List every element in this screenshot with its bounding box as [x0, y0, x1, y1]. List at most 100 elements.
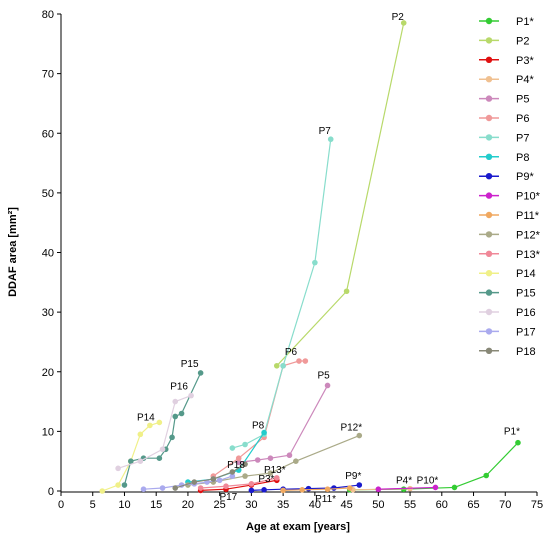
x-tick-label: 5: [90, 499, 96, 511]
data-point: [254, 457, 261, 463]
data-point: [356, 432, 363, 439]
data-point: [286, 452, 293, 459]
x-tick-label: 50: [372, 499, 384, 511]
series-P18: [172, 461, 248, 491]
data-point: [169, 434, 175, 441]
point-label: P5: [317, 370, 330, 381]
x-tick-label: 25: [214, 499, 226, 511]
data-point: [356, 482, 363, 488]
legend-swatch-marker: [485, 114, 493, 122]
legend: P1* P2 P3* P4* P5 P6 P7 P8 P9* P10* P11* P12* P13* P1…: [479, 16, 541, 358]
data-point: [346, 485, 353, 491]
point-label: P12*: [340, 423, 362, 434]
point-label: P7: [319, 126, 332, 137]
data-point: [451, 484, 458, 491]
data-point: [197, 485, 204, 491]
data-point: [178, 410, 185, 417]
x-tick-label: 75: [531, 499, 543, 511]
legend-entry: P9*: [479, 171, 534, 183]
data-point: [115, 465, 121, 472]
legend-label: P4*: [516, 74, 534, 86]
x-tick-label: 65: [467, 499, 479, 511]
data-point: [515, 439, 521, 446]
legend-label: P16: [516, 307, 536, 319]
legend-swatch-marker: [485, 347, 493, 354]
data-point: [331, 485, 337, 491]
series-P16: [115, 392, 194, 472]
point-label: P3*: [258, 474, 274, 485]
data-point: [280, 362, 286, 369]
point-label: P13*: [264, 465, 286, 476]
point-label: P8: [252, 421, 265, 432]
legend-swatch-marker: [485, 134, 493, 141]
data-point: [242, 473, 248, 479]
point-label: P18: [227, 460, 245, 471]
point-label: P4*: [396, 476, 412, 487]
point-label: P17: [219, 492, 237, 503]
x-tick-label: 45: [340, 499, 352, 511]
series-line: [232, 139, 332, 449]
legend-entry: P10*: [479, 191, 541, 203]
data-point: [327, 136, 334, 143]
legend-label: P15: [516, 288, 536, 300]
data-point: [229, 469, 236, 475]
data-point: [235, 455, 242, 462]
point-labels: P1* P2 P3* P4* P5 P6 P7 P8 P9* P10* P11* P12* P13* P1…: [137, 12, 520, 505]
legend-label: P14: [516, 268, 536, 280]
data-point: [432, 484, 439, 491]
data-point: [197, 370, 204, 376]
series-line: [102, 421, 160, 492]
y-tick-label: 10: [42, 426, 54, 438]
series-P13: [197, 475, 280, 491]
data-point: [121, 482, 128, 488]
legend-entry: P14: [479, 268, 536, 280]
data-point: [312, 259, 318, 266]
point-label: P2: [392, 12, 405, 23]
data-point: [159, 446, 166, 453]
legend-swatch-marker: [485, 95, 493, 102]
legend-entry: P1*: [479, 16, 534, 28]
legend-entry: P13*: [479, 249, 541, 261]
point-label: P15: [181, 359, 199, 370]
legend-entry: P17: [479, 326, 536, 338]
data-point: [273, 475, 280, 481]
data-point: [156, 419, 163, 426]
data-point: [216, 477, 223, 484]
point-label: P10*: [417, 475, 439, 486]
point-label: P16: [170, 382, 188, 393]
data-point: [483, 472, 490, 479]
series-line: [200, 477, 277, 489]
x-tick-label: 70: [499, 499, 511, 511]
data-point: [156, 455, 163, 462]
data-point: [140, 486, 147, 493]
y-tick-label: 30: [42, 307, 54, 319]
y-tick-label: 50: [42, 188, 54, 200]
data-point: [191, 479, 198, 485]
data-point: [302, 358, 309, 364]
legend-label: P10*: [516, 191, 541, 203]
legend-entry: P3*: [479, 55, 534, 67]
y-tick-label: 20: [42, 367, 54, 379]
legend-swatch-marker: [485, 76, 493, 83]
x-tick-label: 15: [150, 499, 162, 511]
data-point: [128, 458, 134, 464]
data-point: [188, 392, 194, 399]
y-tick-label: 0: [48, 486, 54, 498]
legend-entry: P2: [479, 35, 529, 47]
series-line: [123, 372, 202, 486]
series-P10: [375, 484, 439, 493]
legend-label: P17: [516, 326, 536, 338]
data-point: [172, 398, 179, 405]
data-point: [210, 476, 217, 482]
series-P2: [273, 20, 407, 369]
legend-entry: P6: [479, 113, 529, 125]
series-P14: [99, 419, 163, 494]
data-point: [280, 487, 286, 494]
data-point: [229, 445, 236, 451]
y-tick-label: 80: [42, 9, 54, 21]
legend-label: P13*: [516, 249, 541, 261]
x-tick-label: 10: [118, 499, 130, 511]
x-tick-label: 60: [436, 499, 448, 511]
series-P5: [235, 382, 331, 466]
